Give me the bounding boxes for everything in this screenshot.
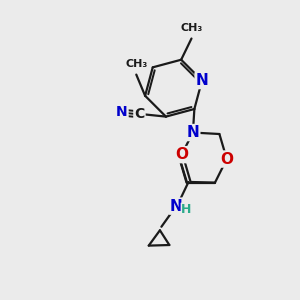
Text: CH₃: CH₃ (125, 59, 147, 69)
Text: O: O (220, 152, 233, 166)
Text: N: N (196, 73, 208, 88)
Text: C: C (134, 107, 145, 121)
Text: N: N (116, 105, 128, 119)
Text: CH₃: CH₃ (180, 23, 202, 33)
Text: N: N (187, 125, 199, 140)
Text: H: H (181, 203, 192, 216)
Text: N: N (170, 199, 182, 214)
Text: O: O (176, 147, 188, 162)
